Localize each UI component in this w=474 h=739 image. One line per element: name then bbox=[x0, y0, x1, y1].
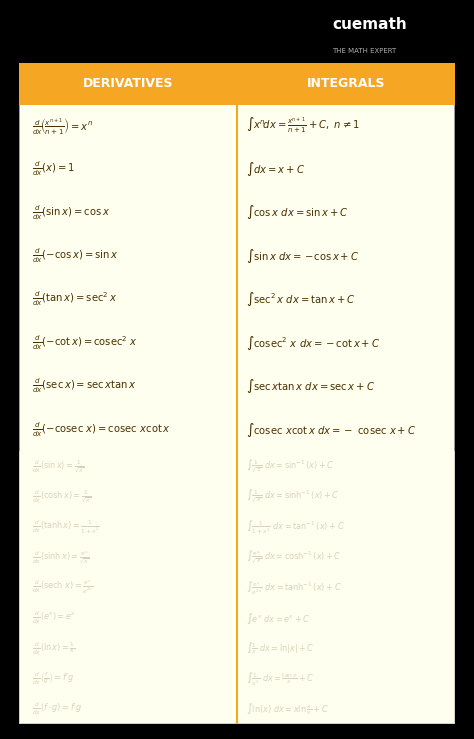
Text: $\frac{d}{dx}(x) = 1$: $\frac{d}{dx}(x) = 1$ bbox=[32, 160, 75, 178]
Text: THE MATH EXPERT: THE MATH EXPERT bbox=[333, 47, 397, 54]
Text: $\frac{d}{dx}(-\cos x) = \sin x$: $\frac{d}{dx}(-\cos x) = \sin x$ bbox=[32, 247, 118, 265]
Text: $\frac{d}{dx}(e^x) = e^x$: $\frac{d}{dx}(e^x) = e^x$ bbox=[32, 610, 76, 626]
Text: $\int dx = x + C$: $\int dx = x + C$ bbox=[246, 160, 305, 178]
Text: $\int x^n\!dx = \frac{x^{n+1}}{n+1} + C,\ n \neq 1$: $\int x^n\!dx = \frac{x^{n+1}}{n+1} + C,… bbox=[246, 116, 360, 135]
Text: $\int \frac{1}{1+x^2}\ dx = \tan^{-1}(x) + C$: $\int \frac{1}{1+x^2}\ dx = \tan^{-1}(x)… bbox=[246, 518, 345, 536]
Text: $\int \mathrm{cosec}\ x\cot x\ dx = -\ \mathrm{cosec}\ x + C$: $\int \mathrm{cosec}\ x\cot x\ dx = -\ \… bbox=[246, 420, 416, 438]
Bar bbox=[19, 452, 455, 724]
Text: $\int \mathrm{cosec}^2\ x\ dx = -\cot x + C$: $\int \mathrm{cosec}^2\ x\ dx = -\cot x … bbox=[246, 334, 380, 352]
Text: 🚀: 🚀 bbox=[250, 19, 261, 38]
Text: $\frac{d}{dx}(\ln x) = \frac{1}{x}$: $\frac{d}{dx}(\ln x) = \frac{1}{x}$ bbox=[32, 640, 75, 656]
Text: $\frac{d}{dx}(f \cdot g) = f'g$: $\frac{d}{dx}(f \cdot g) = f'g$ bbox=[32, 701, 82, 718]
Text: $\frac{d}{dx}(\tanh x) = \frac{1}{1+x^2}$: $\frac{d}{dx}(\tanh x) = \frac{1}{1+x^2}… bbox=[32, 518, 100, 536]
Bar bbox=[19, 63, 237, 103]
Text: $\frac{d}{dx}\!\left(\frac{x^{n+1}}{n+1}\right) = x^n$: $\frac{d}{dx}\!\left(\frac{x^{n+1}}{n+1}… bbox=[32, 115, 93, 135]
Text: $\int \cos x\ dx = \sin x + C$: $\int \cos x\ dx = \sin x + C$ bbox=[246, 203, 348, 222]
Text: $\frac{d}{dx}(\sin x) = \cos x$: $\frac{d}{dx}(\sin x) = \cos x$ bbox=[32, 203, 110, 222]
Text: $\int \frac{1}{\sqrt{x}}\ dx = \sin^{-1}(x) + C$: $\int \frac{1}{\sqrt{x}}\ dx = \sin^{-1}… bbox=[246, 458, 334, 475]
Text: INTEGRALS: INTEGRALS bbox=[307, 77, 385, 90]
Text: $\frac{d}{dx}(-\cot x) = \mathrm{cosec}^2\ x$: $\frac{d}{dx}(-\cot x) = \mathrm{cosec}^… bbox=[32, 333, 138, 352]
Text: $\frac{d}{dx}\left(\frac{f}{g}\right) = f'g$: $\frac{d}{dx}\left(\frac{f}{g}\right) = … bbox=[32, 670, 74, 687]
Text: $\frac{d}{dx}(\tan x) = \sec^2 x$: $\frac{d}{dx}(\tan x) = \sec^2 x$ bbox=[32, 290, 117, 308]
Text: $\frac{d}{dx}(\sec x) = \sec x\tan x$: $\frac{d}{dx}(\sec x) = \sec x\tan x$ bbox=[32, 377, 137, 395]
Text: $\int \frac{1}{x^2}\ dx = \frac{\tan x}{x} + C$: $\int \frac{1}{x^2}\ dx = \frac{\tan x}{… bbox=[246, 670, 314, 688]
Text: $\int \ln(x)\ dx = x\ln\frac{x}{x} + C$: $\int \ln(x)\ dx = x\ln\frac{x}{x} + C$ bbox=[246, 701, 328, 717]
Bar bbox=[237, 63, 455, 103]
Text: $\int \sin x\ dx = -\!\cos x + C$: $\int \sin x\ dx = -\!\cos x + C$ bbox=[246, 247, 359, 265]
Text: $\int \sec x\tan x\ dx = \sec x + C$: $\int \sec x\tan x\ dx = \sec x + C$ bbox=[246, 377, 375, 395]
Text: DERIVATIVES: DERIVATIVES bbox=[83, 77, 173, 90]
Text: $\int \frac{1}{x}\ dx = \ln|x| + C$: $\int \frac{1}{x}\ dx = \ln|x| + C$ bbox=[246, 641, 314, 656]
Text: $\int \sec^2 x\ dx = \tan x + C$: $\int \sec^2 x\ dx = \tan x + C$ bbox=[246, 290, 356, 308]
Text: $\frac{d}{dx}(\sin x) = \frac{1}{\sqrt{x}}$: $\frac{d}{dx}(\sin x) = \frac{1}{\sqrt{x… bbox=[32, 458, 84, 474]
Text: $\int \frac{1}{\sqrt{x}}\ dx = \sinh^{-1}(x) + C$: $\int \frac{1}{\sqrt{x}}\ dx = \sinh^{-1… bbox=[246, 488, 339, 505]
Text: $\int \frac{e^x}{e^{2x}}\ dx = \tanh^{-1}(x) + C$: $\int \frac{e^x}{e^{2x}}\ dx = \tanh^{-1… bbox=[246, 579, 341, 596]
Text: $\frac{d}{dx}(\mathrm{sech}\ x) = \frac{e^x}{e^{2x}}$: $\frac{d}{dx}(\mathrm{sech}\ x) = \frac{… bbox=[32, 579, 93, 596]
Text: $\frac{d}{dx}(\sinh x) = \frac{e^x}{\sqrt{x}}$: $\frac{d}{dx}(\sinh x) = \frac{e^x}{\sqr… bbox=[32, 549, 90, 565]
Text: $\int \frac{e^x}{\sqrt{x}}\ dx = \cosh^{-1}(x) + C$: $\int \frac{e^x}{\sqrt{x}}\ dx = \cosh^{… bbox=[246, 549, 341, 566]
Text: $\int e^x\ dx = e^x + C$: $\int e^x\ dx = e^x + C$ bbox=[246, 610, 310, 625]
Text: $\frac{d}{dx}(\cosh x) = \frac{1}{\sqrt{x}}$: $\frac{d}{dx}(\cosh x) = \frac{1}{\sqrt{… bbox=[32, 488, 92, 505]
Text: $\frac{d}{dx}(-\mathrm{cosec}\ x) = \mathrm{cosec}\ x\cot x$: $\frac{d}{dx}(-\mathrm{cosec}\ x) = \mat… bbox=[32, 420, 171, 439]
Text: cuemath: cuemath bbox=[333, 16, 407, 32]
